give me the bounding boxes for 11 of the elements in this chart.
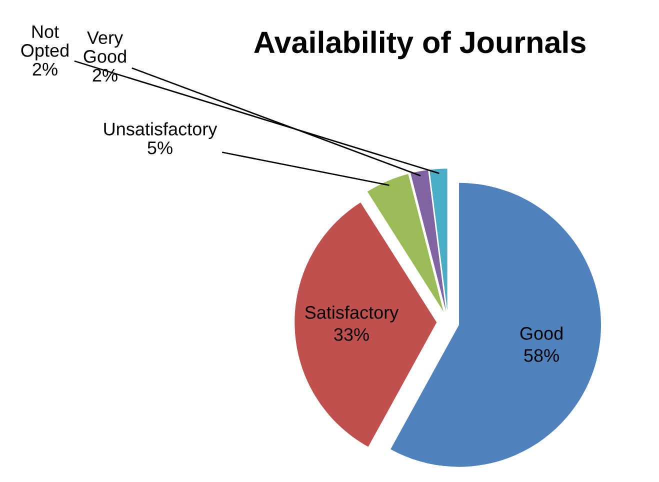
slice-label: Very Good <box>84 31 126 63</box>
chart-title: Availability of Journals <box>254 30 586 60</box>
data-label: 33% <box>334 328 369 341</box>
data-label: 58% <box>524 349 559 362</box>
slice-label: Not Opted <box>21 25 68 60</box>
slice-label: Unsatisfactory <box>104 122 218 140</box>
data-label: 2% <box>32 62 58 76</box>
data-label: 2% <box>92 68 118 82</box>
slice-label: Good <box>520 326 562 340</box>
slice-label: Satisfactory <box>305 306 399 322</box>
data-label: 5% <box>148 142 172 154</box>
